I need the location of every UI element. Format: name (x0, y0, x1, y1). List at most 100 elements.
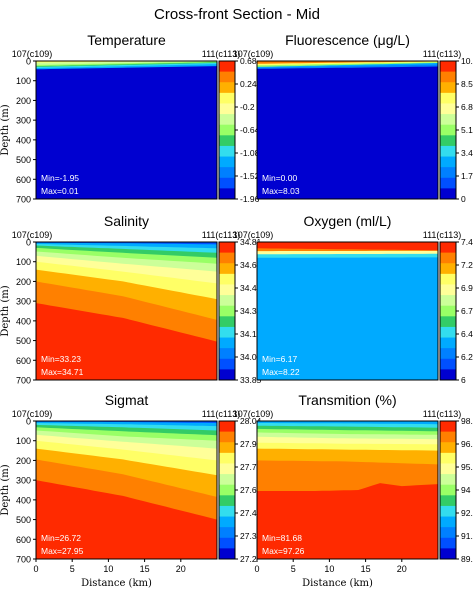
colorbar-swatch (219, 167, 235, 179)
colorbar-swatch (440, 326, 456, 339)
colorbar-swatch (440, 431, 456, 443)
colorbar-swatch (440, 537, 456, 549)
max-value-label: Max=27.95 (41, 546, 84, 556)
colorbar-swatch (219, 188, 235, 200)
colorbar-tick-label: -1.52 (240, 171, 260, 181)
min-value-label: Min=6.17 (262, 354, 297, 364)
colorbar-swatch (219, 82, 235, 94)
colorbar-tick-label: -1.96 (240, 194, 260, 204)
colorbar-swatch (219, 135, 235, 147)
colorbar-tick-label: 34.33 (240, 306, 262, 316)
colorbar-swatch (219, 474, 235, 486)
plot-frame (256, 60, 439, 200)
colorbar-tick-label: 6.48 (461, 329, 473, 339)
y-tick-label: 100 (16, 76, 31, 86)
y-tick-label: 600 (16, 535, 31, 545)
colorbar-tick-label: -0.2 (240, 102, 255, 112)
colorbar-swatch (219, 442, 235, 454)
colorbar-tick-label: 34.49 (240, 283, 262, 293)
x-tick-label: 10 (324, 564, 334, 574)
colorbar-tick-label: 6.96 (461, 283, 473, 293)
station-left-label: 107(c109) (233, 49, 274, 59)
colorbar-swatch (219, 263, 235, 275)
colorbar-tick-label: 8.5 (461, 79, 473, 89)
x-tick-label: 0 (254, 564, 259, 574)
station-right-label: 111(c113) (202, 230, 241, 240)
station-left-label: 107(c109) (12, 230, 53, 240)
panel-title: Oxygen (ml/L) (304, 213, 392, 229)
colorbar-swatch (219, 463, 235, 475)
plot-frame (35, 420, 218, 560)
colorbar-tick-label: -0.64 (240, 125, 260, 135)
colorbar-swatch (219, 348, 235, 360)
colorbar-swatch (440, 305, 456, 317)
contour-band-4 (257, 61, 438, 64)
colorbar-tick-label: 34.01 (240, 352, 262, 362)
colorbar-tick-label: 28.04 (240, 416, 262, 426)
panel-title: Temperature (87, 32, 166, 48)
max-value-label: Max=8.22 (262, 367, 300, 377)
colorbar-swatch (440, 484, 456, 496)
station-left-label: 107(c109) (12, 49, 53, 59)
colorbar-swatch (440, 92, 456, 104)
x-tick-label: 15 (361, 564, 371, 574)
colorbar-tick-label: -1.08 (240, 148, 260, 158)
colorbar-tick-label: 0.24 (240, 79, 257, 89)
x-axis-label: Distance (km) (81, 578, 152, 589)
y-tick-label: 500 (16, 336, 31, 346)
colorbar-swatch (440, 103, 456, 115)
contour-plot (36, 61, 217, 199)
max-value-label: Max=97.26 (262, 546, 305, 556)
x-tick-label: 20 (397, 564, 407, 574)
colorbar-tick-label: 0.68 (240, 56, 257, 66)
contour-fill-9 (257, 242, 438, 380)
x-tick-label: 0 (33, 564, 38, 574)
min-value-label: Min=-1.95 (41, 173, 79, 183)
station-right-label: 111(c113) (423, 230, 462, 240)
min-value-label: Min=0.00 (262, 173, 297, 183)
colorbar-swatch (440, 421, 456, 433)
station-right-label: 111(c113) (202, 409, 241, 419)
panel-title: Fluorescence (μg/L) (285, 32, 410, 48)
y-tick-label: 100 (16, 257, 31, 267)
colorbar-tick-label: 27.76 (240, 462, 262, 472)
colorbar-swatch (219, 273, 235, 285)
panel-1: Temperature 107(c109) 111(c113) 0 100 200 300 4… (0, 32, 260, 205)
colorbar-swatch (440, 242, 456, 254)
colorbar-swatch (219, 369, 235, 381)
colorbar-tick-label: 91.2 (461, 531, 473, 541)
colorbar-swatch (440, 135, 456, 147)
y-tick-label: 600 (16, 356, 31, 366)
y-tick-label: 0 (26, 57, 31, 67)
plot-frame (256, 241, 439, 381)
colorbar-swatch (440, 177, 456, 189)
colorbar-tick-label: 33.85 (240, 375, 262, 385)
colorbar-tick-label: 6.72 (461, 306, 473, 316)
contour-band-3 (257, 242, 438, 251)
max-value-label: Max=8.03 (262, 186, 300, 196)
colorbar-swatch (219, 548, 235, 560)
colorbar-swatch (440, 369, 456, 381)
colorbar-swatch (219, 358, 235, 370)
min-value-label: Min=81.68 (262, 533, 302, 543)
colorbar-tick-label: 6 (461, 375, 466, 385)
y-axis-label: Depth (m) (0, 464, 11, 515)
plot-frame (35, 60, 218, 200)
colorbar-swatch (440, 61, 456, 73)
colorbar-swatch (440, 188, 456, 200)
colorbar-swatch (219, 252, 235, 264)
figure-title: Cross-front Section - Mid (154, 6, 320, 23)
y-tick-label: 0 (26, 417, 31, 427)
colorbar-swatch (440, 474, 456, 486)
max-value-label: Max=0.01 (41, 186, 79, 196)
colorbar-tick-label: 27.48 (240, 508, 262, 518)
colorbar-swatch (219, 284, 235, 296)
colorbar-swatch (219, 431, 235, 443)
panel-2: Fluorescence (μg/L) 107(c109) 111(c113) Min… (233, 32, 473, 204)
colorbar-swatch (440, 114, 456, 126)
station-right-label: 111(c113) (423, 49, 462, 59)
y-axis-label: Depth (m) (0, 104, 11, 155)
colorbar-swatch (219, 71, 235, 83)
colorbar-swatch (219, 114, 235, 126)
colorbar-tick-label: 96.8 (461, 439, 473, 449)
